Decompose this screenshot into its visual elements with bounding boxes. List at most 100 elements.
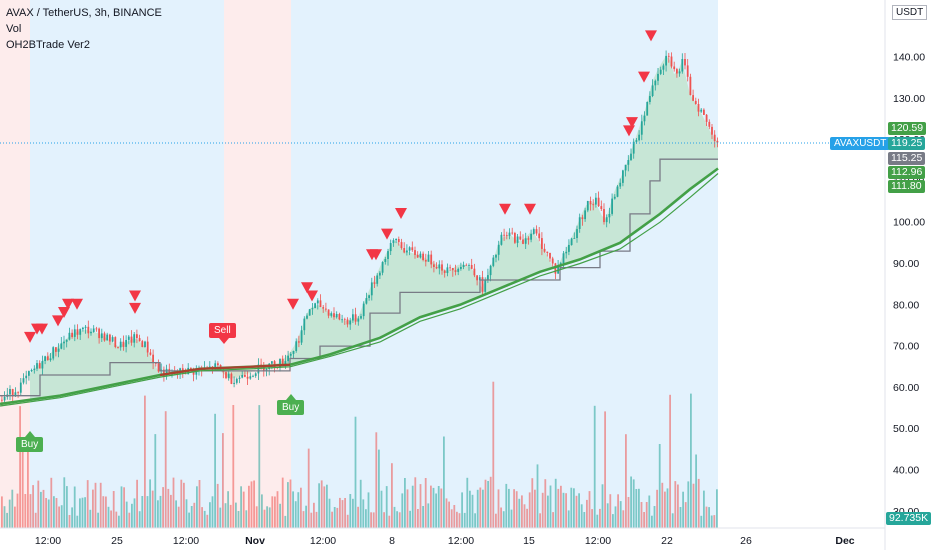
candle [368,295,370,298]
trend-zones [0,0,718,528]
candle [244,375,246,377]
sell-marker [370,249,382,261]
volume-bar [632,479,635,528]
candle [535,229,538,234]
candle [643,115,646,122]
x-tick-label: 22 [661,535,673,547]
candle [84,326,87,328]
ma-bear-segment [159,363,291,377]
x-tick-label: 12:00 [173,535,199,547]
candle [41,361,44,369]
candle [76,329,79,335]
candle [478,277,481,281]
candle [357,318,360,322]
volume-bar [170,494,172,528]
candle [87,326,90,334]
candle [716,140,719,143]
volume-bar [164,411,167,528]
candle [141,341,144,347]
volume-bar [466,477,469,528]
candle [298,341,300,343]
volume-bar [583,512,586,528]
x-tick-label: 15 [523,535,535,547]
volume-bar [346,514,349,528]
candle [684,59,686,66]
last-price-tag: 119.25 [888,137,926,150]
volume-bar [112,491,115,528]
symbol-title[interactable]: AVAX / TetherUS, 3h, BINANCE [6,7,162,19]
candle [627,160,630,165]
volume-bar [640,502,643,528]
candle [605,217,608,223]
volume-bar [131,503,133,528]
candle [703,109,705,115]
candle [38,363,41,369]
volume-bar [591,509,593,528]
currency-unit[interactable]: USDT [892,5,928,20]
volume-bar [385,486,388,528]
candle [52,347,55,359]
candle [554,263,557,274]
volume-bar [105,496,107,528]
volume-bar [697,478,700,528]
volume-bar [27,438,29,528]
volume-bar [601,484,604,528]
candle [397,239,400,243]
volume-bar [266,506,268,528]
candle [230,373,233,384]
volume-bar [567,510,570,528]
volume-bar [172,477,175,528]
volume-bar [6,512,8,528]
candle [327,309,330,316]
upper-band-tag: 120.59 [888,122,927,135]
candle [624,164,627,171]
volume-bar [612,514,614,528]
volume-bar [430,485,432,528]
candle [154,363,157,364]
volume-bar [432,487,435,528]
indicator-legend[interactable]: OH2BTrade Ver2 [6,39,90,51]
candle [17,392,19,394]
candle [225,372,227,379]
volume-bar [531,478,534,528]
candle [111,337,114,342]
candle [349,320,352,325]
candle [360,316,362,319]
candle [457,268,460,272]
volume-bar [1,496,3,528]
volume-bar [703,490,705,528]
volume-bar [445,498,448,528]
volume-bar [331,511,333,528]
candle [630,153,632,161]
candle [227,373,230,379]
volume-bar [16,493,19,528]
candle [354,314,357,322]
candle [214,363,217,370]
volume-bar [502,511,505,528]
sell-marker [499,203,511,215]
volume-bar [414,477,417,528]
candle [281,358,284,365]
volume-bar [261,494,263,528]
volume-bar [510,509,513,528]
x-tick-label: Nov [245,535,265,547]
candle [503,234,505,236]
volume-bar [710,515,713,528]
volume-bar [456,511,458,528]
candle [271,361,273,364]
vol-legend[interactable]: Vol [6,23,22,35]
volume-bar [235,502,237,528]
candle [430,254,433,265]
candle [692,95,694,101]
volume-bar [216,483,219,528]
bear-zone [224,0,291,528]
volume-bar [297,492,300,528]
volume-bar [86,480,89,528]
candle [449,267,451,269]
candle [246,376,249,379]
candle [411,247,414,251]
volume-bar [359,479,362,528]
candle [708,121,711,127]
candle [325,308,327,310]
